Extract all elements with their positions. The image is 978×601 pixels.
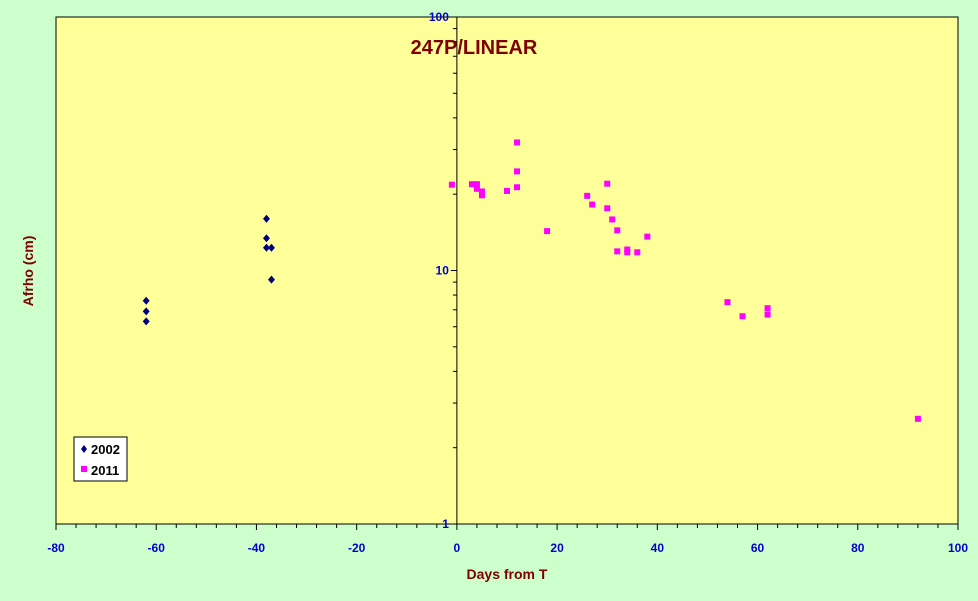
y-tick-label: 10 (436, 264, 450, 278)
x-tick-label: 100 (948, 541, 968, 555)
data-point-2011 (544, 228, 551, 235)
data-point-2011 (644, 233, 651, 240)
data-point-2011 (504, 187, 510, 194)
x-tick-label: -60 (148, 541, 166, 555)
x-tick-label: 80 (851, 541, 865, 555)
data-point-2002 (262, 243, 270, 252)
data-point-2011 (478, 192, 485, 199)
data-point-2011 (514, 139, 521, 146)
data-point-2011 (739, 313, 746, 320)
x-tick-label: 20 (550, 541, 564, 555)
data-point-2011 (604, 205, 611, 212)
legend-label-2002: 2002 (91, 442, 120, 457)
chart-title: 247P/LINEAR (411, 37, 538, 59)
y-axis-title: Afrho (cm) (20, 236, 36, 307)
data-point-2002 (142, 307, 150, 316)
data-point-2011 (589, 201, 596, 208)
data-marks (142, 139, 921, 422)
data-point-2011 (914, 415, 921, 422)
legend-marker-2011 (81, 466, 87, 472)
data-point-2011 (764, 311, 771, 318)
data-point-2011 (478, 188, 485, 195)
x-tick-label: 0 (454, 541, 461, 555)
data-point-2011 (614, 227, 621, 234)
data-point-2002 (142, 317, 150, 326)
data-point-2011 (514, 184, 521, 191)
data-point-2002 (262, 234, 270, 243)
data-point-2002 (142, 296, 150, 305)
data-point-2011 (448, 181, 455, 188)
data-point-2011 (614, 248, 621, 255)
data-point-2011 (609, 216, 616, 223)
y-tick-label: 1 (442, 517, 449, 531)
data-point-2011 (473, 181, 480, 188)
legend-marker-2002 (81, 445, 87, 453)
plot-area (55, 16, 959, 525)
data-point-2002 (267, 275, 275, 284)
data-point-2011 (634, 249, 641, 256)
legend-label-2011: 2011 (91, 463, 119, 478)
data-point-2011 (604, 180, 611, 187)
y-tick-label: 100 (429, 10, 449, 24)
data-point-2011 (514, 168, 521, 175)
x-tick-label: -40 (248, 541, 266, 555)
x-tick-label: 40 (651, 541, 665, 555)
data-point-2002 (262, 214, 270, 223)
data-point-2011 (584, 192, 591, 199)
data-point-2011 (724, 299, 731, 306)
data-point-2011 (473, 185, 480, 192)
legend: 2002 2011 (73, 436, 128, 482)
x-tick-label: 60 (751, 541, 765, 555)
x-tick-label: -80 (47, 541, 65, 555)
data-point-2011 (764, 305, 771, 312)
data-point-2011 (624, 249, 631, 256)
data-point-2002 (267, 243, 275, 252)
legend-box (73, 436, 128, 482)
axes: -80 -60 -40 -20 0 20 40 60 80 100 1 10 100 (47, 10, 968, 555)
x-axis-title: Days from T (467, 566, 548, 582)
x-tick-label: -20 (348, 541, 366, 555)
data-point-2011 (468, 181, 475, 188)
